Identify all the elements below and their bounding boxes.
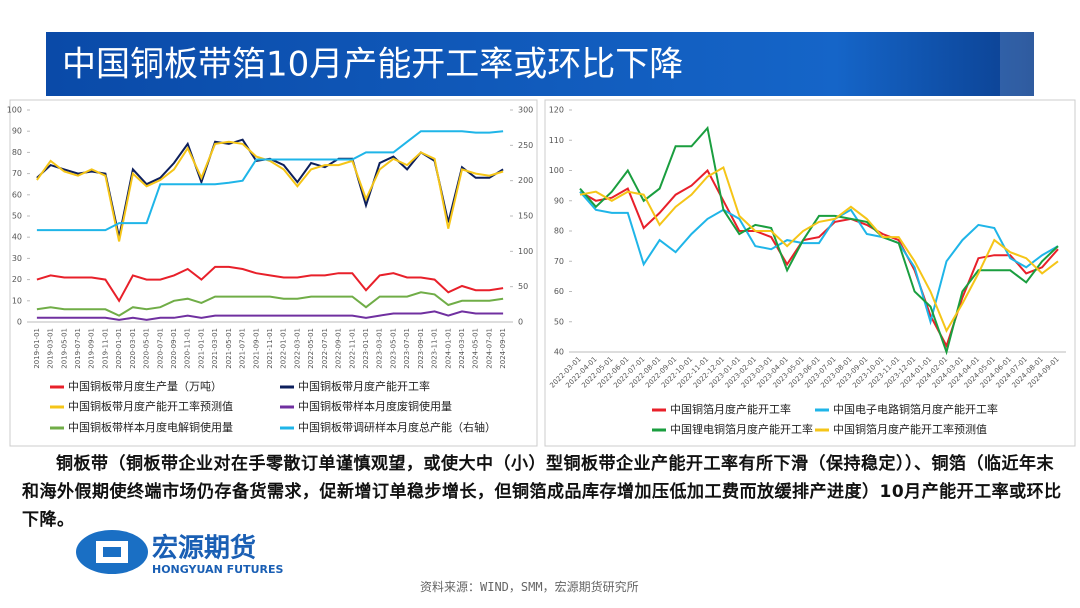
y-tick-label: 10 <box>12 296 22 305</box>
legend-label: 中国铜板带月度生产量（万吨） <box>68 379 222 393</box>
x-tick-label: 2021-11-01 <box>266 328 274 369</box>
chart-frame <box>9 99 538 447</box>
x-tick-label: 2021-09-01 <box>252 328 260 369</box>
x-tick-label: 2024-09-01 <box>499 328 507 369</box>
x-tick-label: 2022-09-01 <box>335 328 343 369</box>
x-tick-label: 2024-05-01 <box>472 328 480 369</box>
series-line <box>36 291 504 317</box>
logo-name: 宏源期货 <box>152 533 256 564</box>
x-tick-label: 2019-05-01 <box>60 328 68 369</box>
series-line <box>579 168 1059 349</box>
y2-tick-label: 150 <box>518 212 533 221</box>
y-tick-label: 70 <box>12 169 22 178</box>
x-tick-label: 2019-11-01 <box>101 328 109 369</box>
series-line <box>36 310 504 321</box>
series-line <box>36 130 504 232</box>
x-tick-label: 2021-01-01 <box>197 328 205 369</box>
x-tick-label: 2020-11-01 <box>184 328 192 369</box>
y-tick-label: 80 <box>12 148 22 157</box>
x-tick-label: 2021-07-01 <box>239 328 247 369</box>
header-accent <box>1000 32 1034 96</box>
y2-tick-label: 300 <box>518 106 533 115</box>
legend-label: 中国铜板带月度产能开工率 <box>298 379 430 393</box>
x-tick-label: 2023-01-01 <box>362 328 370 369</box>
y-tick-label: 40 <box>12 233 22 242</box>
y2-tick-label: 200 <box>518 176 533 185</box>
series-line <box>36 140 504 242</box>
legend-label: 中国铜箔月度产能开工率预测值 <box>833 422 987 436</box>
x-tick-label: 2019-07-01 <box>74 328 82 369</box>
x-tick-label: 2024-01-01 <box>444 328 452 369</box>
y-tick-label: 60 <box>554 287 564 296</box>
series-line <box>36 138 504 238</box>
x-tick-label: 2022-05-01 <box>307 328 315 369</box>
legend-label: 中国铜板带样本月度电解铜使用量 <box>68 420 233 434</box>
series-line <box>36 265 504 303</box>
x-tick-label: 2019-01-01 <box>33 328 41 369</box>
y-tick-label: 80 <box>554 227 564 236</box>
x-tick-label: 2023-03-01 <box>376 328 384 369</box>
y-tick-label: 40 <box>554 348 564 357</box>
x-tick-label: 2020-05-01 <box>143 328 151 369</box>
series-line <box>579 125 1059 356</box>
legend-label: 中国铜板带调研样本月度总产能（右轴） <box>298 420 496 434</box>
y-tick-label: 100 <box>7 106 22 115</box>
y2-tick-label: 250 <box>518 141 533 150</box>
y2-tick-label: 0 <box>518 318 523 327</box>
x-tick-label: 2022-07-01 <box>321 328 329 369</box>
x-tick-label: 2023-07-01 <box>403 328 411 369</box>
x-tick-label: 2023-11-01 <box>431 328 439 369</box>
y-tick-label: 50 <box>12 212 22 221</box>
logo-mark <box>103 547 121 557</box>
header-title: 中国铜板带箔10月产能开工率或环比下降 <box>62 45 683 85</box>
y-tick-label: 100 <box>549 166 564 175</box>
x-tick-label: 2020-09-01 <box>170 328 178 369</box>
legend-label: 中国锂电铜箔月度产能开工率 <box>670 422 813 436</box>
y-tick-label: 20 <box>12 275 22 284</box>
body-text: 铜板带（铜板带企业对在手零散订单谨慎观望，或使大中（小）型铜板带企业产能开工率有… <box>22 454 1062 530</box>
y-tick-label: 70 <box>554 257 564 266</box>
y-tick-label: 0 <box>17 318 22 327</box>
legend-label: 中国电子电路铜箔月度产能开工率 <box>833 402 998 416</box>
x-tick-label: 2024-07-01 <box>485 328 493 369</box>
series-line <box>579 166 1059 334</box>
series-line <box>579 191 1059 326</box>
y2-tick-label: 100 <box>518 247 533 256</box>
source: 资料来源：WIND，SMM，宏源期货研究所 <box>420 580 639 594</box>
x-tick-label: 2022-03-01 <box>293 328 301 369</box>
y-tick-label: 30 <box>12 254 22 263</box>
x-tick-label: 2023-05-01 <box>389 328 397 369</box>
legend-label: 中国铜板带月度产能开工率预测值 <box>68 399 233 413</box>
logo-english: HONGYUAN FUTURES <box>152 563 284 576</box>
y-tick-label: 60 <box>12 190 22 199</box>
x-tick-label: 2023-09-01 <box>417 328 425 369</box>
x-tick-label: 2019-09-01 <box>88 328 96 369</box>
legend-label: 中国铜箔月度产能开工率 <box>670 402 791 416</box>
chart-frame <box>544 99 1076 447</box>
y-tick-label: 90 <box>554 196 564 205</box>
x-tick-label: 2019-03-01 <box>47 328 55 369</box>
x-tick-label: 2021-05-01 <box>225 328 233 369</box>
y-tick-label: 50 <box>554 317 564 326</box>
x-tick-label: 2021-03-01 <box>211 328 219 369</box>
x-tick-label: 2022-01-01 <box>280 328 288 369</box>
x-tick-label: 2022-11-01 <box>348 328 356 369</box>
x-tick-label: 2020-01-01 <box>115 328 123 369</box>
logo: 宏源期货 HONGYUAN FUTURES <box>76 530 284 576</box>
y-tick-label: 110 <box>549 136 564 145</box>
x-tick-label: 2020-07-01 <box>156 328 164 369</box>
x-tick-label: 2024-03-01 <box>458 328 466 369</box>
y-tick-label: 90 <box>12 127 22 136</box>
y-tick-label: 120 <box>549 106 564 115</box>
y2-tick-label: 50 <box>518 282 528 291</box>
legend-label: 中国铜板带样本月度废铜使用量 <box>298 399 452 413</box>
x-tick-label: 2020-03-01 <box>129 328 137 369</box>
header-band <box>46 32 1034 96</box>
